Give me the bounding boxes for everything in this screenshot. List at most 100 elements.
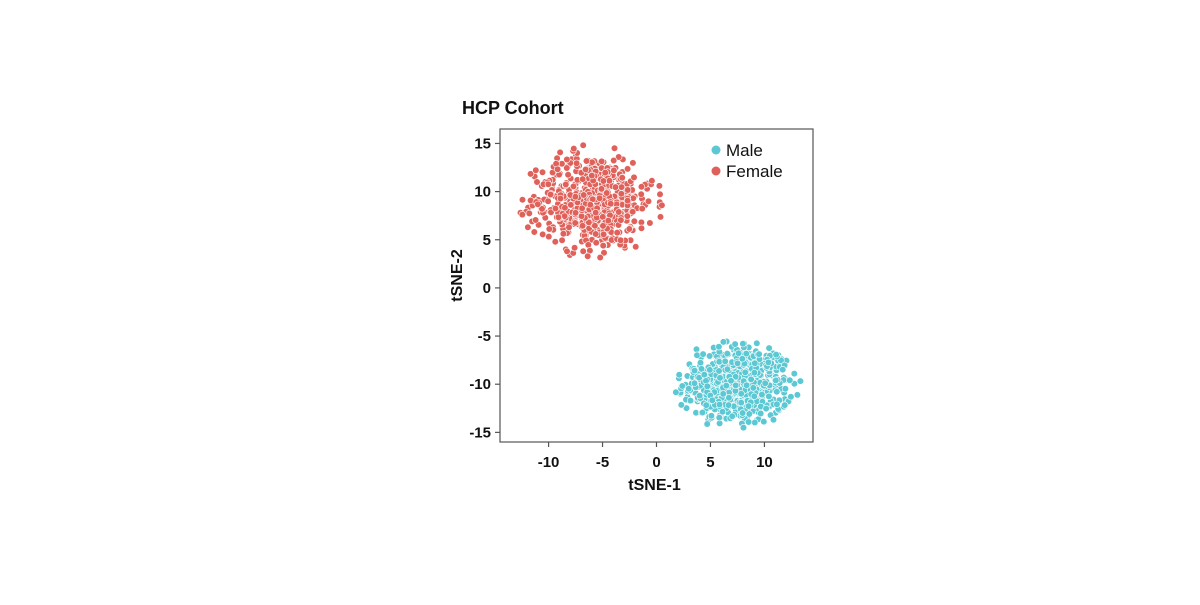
data-point	[747, 375, 755, 384]
data-point	[632, 243, 640, 251]
data-point	[708, 396, 716, 404]
data-point	[738, 409, 747, 417]
data-point	[638, 205, 646, 213]
data-point	[737, 390, 745, 398]
data-point	[613, 229, 621, 237]
data-point	[617, 190, 625, 198]
data-point	[715, 400, 724, 409]
data-point	[787, 393, 795, 401]
data-point	[623, 197, 632, 205]
data-point	[677, 401, 685, 409]
data-point	[796, 377, 805, 385]
y-tick-label: -5	[478, 328, 491, 345]
legend-label-male: Male	[726, 141, 763, 160]
data-point	[565, 223, 573, 231]
data-point	[762, 405, 770, 413]
data-point	[533, 178, 541, 186]
data-point	[572, 159, 581, 167]
data-point	[530, 228, 538, 236]
data-point	[790, 370, 798, 378]
data-point	[764, 358, 773, 367]
data-point	[564, 171, 572, 179]
data-point	[630, 217, 638, 225]
data-point	[765, 344, 773, 352]
data-point	[580, 191, 588, 199]
data-point	[741, 368, 749, 377]
y-tick-label: 5	[483, 232, 491, 249]
data-point	[599, 230, 608, 238]
data-point	[596, 253, 604, 262]
data-point	[739, 340, 747, 348]
data-point	[727, 377, 735, 385]
data-point	[744, 418, 753, 426]
data-point	[629, 159, 637, 167]
series-male	[672, 337, 805, 432]
data-point	[739, 424, 748, 432]
data-point	[655, 182, 664, 190]
data-point	[744, 402, 753, 410]
legend-marker-male	[711, 145, 721, 155]
data-point	[675, 371, 683, 379]
data-point	[715, 367, 723, 375]
data-point	[648, 177, 656, 185]
data-point	[724, 401, 733, 409]
data-point	[751, 359, 759, 367]
data-point	[644, 197, 653, 205]
data-point	[723, 350, 731, 358]
data-point	[545, 225, 553, 233]
data-point	[615, 153, 623, 161]
data-point	[581, 165, 590, 174]
data-point	[678, 382, 686, 390]
data-point	[597, 185, 606, 193]
data-point	[697, 365, 706, 373]
data-point	[742, 381, 751, 389]
data-point	[719, 338, 728, 346]
data-point	[607, 200, 615, 208]
data-point	[591, 222, 599, 230]
data-point	[558, 236, 566, 244]
legend: Male Female	[711, 141, 783, 181]
data-point	[582, 157, 591, 165]
data-point	[551, 204, 560, 213]
data-point	[617, 216, 625, 224]
chart-title: HCP Cohort	[462, 98, 564, 118]
data-point	[725, 394, 733, 402]
data-point	[690, 367, 699, 375]
data-point	[738, 355, 746, 363]
data-point	[598, 157, 606, 165]
data-point	[601, 169, 609, 177]
legend-marker-female	[711, 166, 721, 176]
data-point	[599, 222, 607, 230]
data-point	[750, 369, 759, 377]
data-point	[544, 180, 552, 188]
data-point	[525, 209, 533, 217]
data-point	[586, 201, 594, 209]
x-tick-label: 5	[706, 454, 714, 471]
data-point	[531, 216, 540, 224]
data-point	[685, 385, 693, 393]
data-point	[707, 412, 716, 420]
data-point	[705, 352, 714, 360]
data-point	[595, 194, 604, 202]
data-point	[734, 349, 743, 357]
y-tick-label: 10	[474, 184, 491, 201]
data-point	[559, 230, 568, 238]
x-axis-label: tSNE-1	[628, 477, 681, 494]
data-point	[732, 381, 740, 390]
data-point	[604, 217, 612, 225]
data-point	[585, 218, 593, 226]
data-point	[546, 190, 555, 199]
data-point	[772, 376, 780, 385]
data-point	[592, 239, 600, 247]
data-point	[656, 190, 664, 198]
data-point	[579, 247, 587, 255]
data-point	[702, 401, 710, 409]
data-point	[562, 180, 570, 189]
data-point	[721, 357, 729, 366]
data-point	[556, 148, 564, 156]
data-point	[618, 174, 626, 182]
data-point	[518, 211, 526, 219]
data-point	[755, 350, 763, 358]
